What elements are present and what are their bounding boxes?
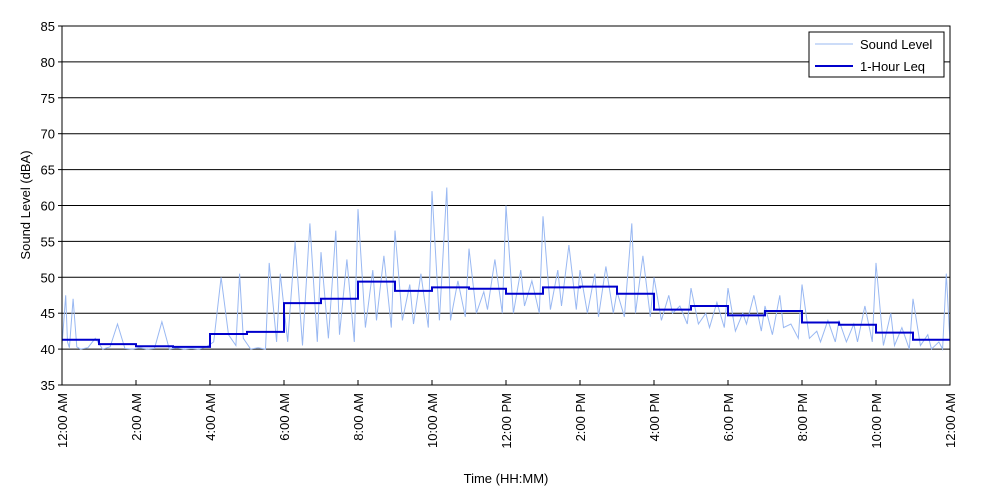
y-axis-label: Sound Level (dBA) <box>18 150 33 259</box>
series-line-sound-level <box>61 187 951 351</box>
grid-lines <box>62 61 950 350</box>
y-tick-label: 65 <box>41 163 55 178</box>
y-tick-label: 70 <box>41 127 55 142</box>
y-tick-label: 45 <box>41 306 55 321</box>
y-tick-label: 80 <box>41 55 55 70</box>
x-tick-label: 12:00 PM <box>499 393 514 449</box>
x-tick-label: 8:00 AM <box>351 393 366 441</box>
legend-box <box>808 31 945 78</box>
x-tick-label: 8:00 PM <box>795 393 810 441</box>
x-tick-label: 6:00 AM <box>277 393 292 441</box>
x-axis: 12:00 AM 2:00 AM 4:00 AM 6:00 AM 8:00 AM 10:0… <box>55 380 958 449</box>
y-tick-label: 60 <box>41 199 55 214</box>
y-axis: 35 40 45 50 55 60 65 70 75 80 85 <box>41 19 62 393</box>
series-layer <box>61 187 951 351</box>
x-tick-label: 2:00 AM <box>129 393 144 441</box>
x-tick-label: 6:00 PM <box>721 393 736 441</box>
y-tick-label: 50 <box>41 270 55 285</box>
legend: Sound Level 1-Hour Leq <box>808 31 945 78</box>
x-tick-label: 12:00 AM <box>55 393 70 448</box>
y-tick-label: 85 <box>41 19 55 34</box>
legend-label-sound-level: Sound Level <box>860 37 932 52</box>
x-tick-label: 2:00 PM <box>573 393 588 441</box>
x-tick-label: 10:00 PM <box>869 393 884 449</box>
x-tick-label: 10:00 AM <box>425 393 440 448</box>
legend-label-1-hour-leq: 1-Hour Leq <box>860 59 925 74</box>
x-tick-label: 4:00 AM <box>203 393 218 441</box>
y-tick-label: 40 <box>41 342 55 357</box>
x-tick-label: 12:00 AM <box>943 393 958 448</box>
y-tick-label: 35 <box>41 378 55 393</box>
y-tick-label: 75 <box>41 91 55 106</box>
series-line-1-hour-leq <box>62 280 950 348</box>
y-tick-label: 55 <box>41 234 55 249</box>
x-axis-label: Time (HH:MM) <box>464 471 549 486</box>
x-tick-label: 4:00 PM <box>647 393 662 441</box>
